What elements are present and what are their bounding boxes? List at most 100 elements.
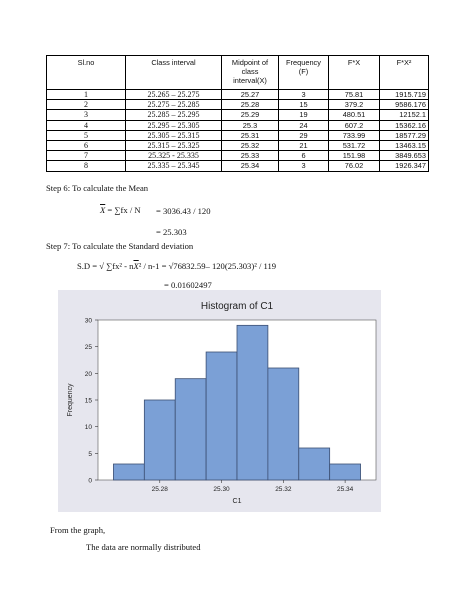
y-tick-label: 15	[85, 398, 93, 405]
table-row: 5 25.305 – 25.315 25.31 29 733.99 18577.29	[46, 129, 429, 142]
y-tick-label: 10	[85, 424, 93, 431]
histogram-bar	[143, 399, 176, 481]
header-slno: Sl.no	[46, 55, 126, 90]
table-cell: 531.72	[328, 140, 380, 152]
histogram-bar	[329, 463, 361, 481]
table-cell: 25.305 – 25.315	[125, 129, 222, 142]
from-graph-text: From the graph,	[50, 525, 106, 535]
x-tick-label: 25.32	[275, 486, 292, 493]
table-cell: 1	[46, 88, 126, 101]
table-cell: 3849.653	[379, 150, 429, 162]
x-tick-label: 25.34	[337, 486, 354, 493]
table-cell: 733.99	[328, 129, 380, 142]
table-cell: 15	[278, 99, 329, 111]
y-tick-label: 30	[85, 318, 93, 325]
table-cell: 3	[278, 88, 329, 101]
table-row: 2 25.275 – 25.285 25.28 15 379.2 9586.176	[46, 99, 429, 111]
histogram-bar	[205, 351, 238, 481]
table-cell: 25.29	[221, 109, 279, 121]
mean-formula: X = ∑fx / N	[100, 205, 141, 215]
table-cell: 25.33	[221, 150, 279, 162]
table-cell: 4	[46, 119, 126, 131]
table-cell: 5	[46, 129, 126, 142]
table-cell: 24	[278, 119, 329, 131]
table-cell: 75.81	[328, 88, 380, 101]
table-cell: 25.265 – 25.275	[125, 88, 222, 101]
y-tick-label: 5	[88, 451, 92, 458]
mean-formula-rhs: = ∑fx / N	[107, 205, 141, 215]
table-cell: 25.31	[221, 129, 279, 142]
table-cell: 25.27	[221, 88, 279, 101]
sd-formula: S.D = √ ∑fx² - nX² / n-1 = √76832.59– 12…	[77, 261, 276, 271]
table-row: 4 25.295 – 25.305 25.3 24 607.2 15362.16	[46, 119, 429, 131]
table-cell: 151.98	[328, 150, 380, 162]
table-cell: 25.34	[221, 160, 279, 172]
header-midpoint: Midpoint of class interval(X)	[221, 55, 279, 90]
table-row: 3 25.285 – 25.295 25.29 19 480.51 12152.1	[46, 109, 429, 121]
table-row: 8 25.335 – 25.345 25.34 3 76.02 1926.347	[46, 160, 429, 172]
table-cell: 25.335 – 25.345	[125, 160, 222, 172]
histogram-chart: Histogram of C1 0 5 10 15 20 25 30 25.28 25.30 25.…	[67, 301, 377, 505]
table-cell: 2	[46, 99, 126, 111]
table-cell: 25.295 – 25.305	[125, 119, 222, 131]
table-cell: 25.325 - 25.335	[125, 150, 222, 162]
table-cell: 25.3	[221, 119, 279, 131]
table-cell: 13463.15	[379, 140, 429, 152]
table-cell: 25.275 – 25.285	[125, 99, 222, 111]
sd-formula-a: S.D = √ ∑fx² - n	[77, 261, 134, 271]
mean-result: = 25.303	[156, 227, 187, 237]
table-cell: 12152.1	[379, 109, 429, 121]
sd-result: = 0.01602497	[164, 280, 212, 290]
table-cell: 25.28	[221, 99, 279, 111]
header-frequency: Frequency (F)	[278, 55, 329, 90]
table-cell: 607.2	[328, 119, 380, 131]
mean-calc: = 3036.43 / 120	[156, 206, 211, 216]
x-tick-label: 25.28	[152, 486, 169, 493]
header-class-interval: Class interval	[125, 55, 222, 90]
sd-formula-b: ² / n-1 = √76832.59– 120(25.303)² / 119	[138, 261, 277, 271]
table-row: 6 25.315 – 25.325 25.32 21 531.72 13463.15	[46, 140, 429, 152]
sd-mean-symbol: X	[133, 261, 139, 271]
table-cell: 1915.719	[379, 88, 429, 101]
table-cell: 25.315 – 25.325	[125, 140, 222, 152]
table-row: 1 25.265 – 25.275 25.27 3 75.81 1915.719	[46, 88, 429, 101]
step7-heading: Step 7: To calculate the Standard deviat…	[46, 241, 194, 251]
table-cell: 25.32	[221, 140, 279, 152]
table-header-row: Sl.no Class interval Midpoint of class i…	[46, 55, 429, 90]
table-cell: 379.2	[328, 99, 380, 111]
table-cell: 480.51	[328, 109, 380, 121]
table-cell: 3	[278, 160, 329, 172]
histogram-bar	[236, 324, 269, 481]
histogram-bar	[174, 378, 207, 481]
header-fx: F*X	[328, 55, 380, 90]
table-cell: 29	[278, 129, 329, 142]
table-cell: 8	[46, 160, 126, 172]
table-cell: 9586.176	[379, 99, 429, 111]
table-cell: 6	[46, 140, 126, 152]
step6-heading: Step 6: To calculate the Mean	[46, 183, 149, 193]
x-axis-label: C1	[233, 498, 242, 505]
histogram-bar	[113, 463, 145, 481]
y-tick-label: 20	[85, 371, 93, 378]
table-cell: 18577.29	[379, 129, 429, 142]
y-axis-label: Frequency	[67, 383, 74, 417]
header-fx2: F*X²	[379, 55, 429, 90]
frequency-table: Sl.no Class interval Midpoint of class i…	[46, 55, 429, 172]
table-cell: 1926.347	[379, 160, 429, 172]
chart-title: Histogram of C1	[201, 301, 274, 312]
table-cell: 76.02	[328, 160, 380, 172]
x-tick-label: 25.30	[213, 486, 230, 493]
mean-symbol: X	[100, 205, 106, 215]
table-cell: 19	[278, 109, 329, 121]
y-tick-label: 0	[88, 478, 92, 485]
conclusion-text: The data are normally distributed	[86, 542, 201, 552]
table-cell: 6	[278, 150, 329, 162]
table-cell: 3	[46, 109, 126, 121]
table-cell: 15362.16	[379, 119, 429, 131]
table-cell: 7	[46, 150, 126, 162]
histogram-bar	[267, 367, 300, 481]
y-tick-label: 25	[85, 344, 93, 351]
table-cell: 25.285 – 25.295	[125, 109, 222, 121]
table-row: 7 25.325 - 25.335 25.33 6 151.98 3849.653	[46, 150, 429, 162]
histogram-panel: Histogram of C1 0 5 10 15 20 25 30 25.28 25.30 25.…	[58, 290, 381, 512]
